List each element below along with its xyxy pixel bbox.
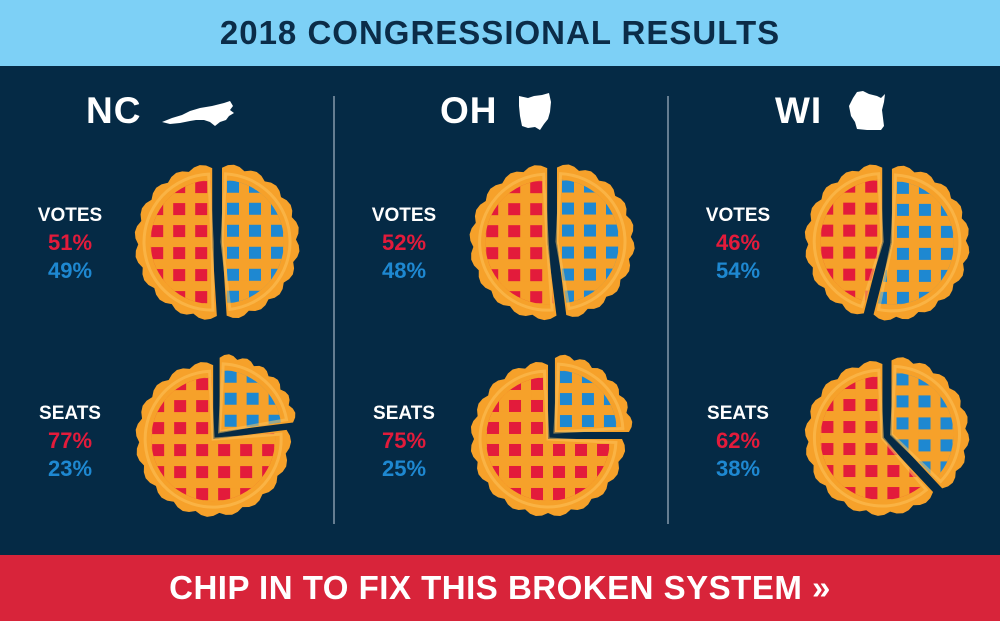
pie-wi-votes — [804, 164, 970, 321]
pie-wi-seats — [804, 357, 970, 516]
votes-blue-oh: 48% — [381, 258, 427, 283]
votes-red-wi: 46% — [715, 230, 761, 255]
header-banner: 2018 CONGRESSIONAL RESULTS — [0, 0, 1000, 66]
pie-slice-red-nc-votes — [134, 165, 217, 320]
pie-slice-blue-nc-seats — [218, 354, 296, 434]
seats-red-nc: 77% — [47, 428, 93, 453]
votes-label-wi: VOTES — [705, 205, 771, 226]
seats-red-oh: 75% — [381, 428, 427, 453]
state-name-wi: WI — [775, 90, 823, 131]
north-carolina-map-icon — [162, 101, 234, 126]
votes-label-oh: VOTES — [371, 205, 437, 226]
votes-red-nc: 51% — [47, 230, 93, 255]
pie-slice-red-wi-votes — [804, 164, 884, 315]
pie-slice-red-nc-seats — [135, 362, 292, 517]
seats-red-wi: 62% — [715, 428, 761, 453]
seats-label-oh: SEATS — [373, 403, 435, 424]
votes-label-nc: VOTES — [37, 205, 103, 226]
votes-red-oh: 52% — [381, 230, 427, 255]
chip-in-button[interactable]: CHIP IN TO FIX THIS BROKEN SYSTEM » — [0, 555, 1000, 621]
pie-oh-votes — [469, 164, 635, 321]
seats-label-wi: SEATS — [707, 403, 769, 424]
pie-slice-blue-wi-seats — [889, 357, 970, 489]
state-name-oh: OH — [440, 90, 498, 131]
pie-nc-votes — [134, 164, 300, 320]
pie-nc-seats — [135, 354, 296, 517]
chip-in-label: CHIP IN TO FIX THIS BROKEN SYSTEM » — [169, 569, 831, 606]
votes-blue-nc: 49% — [47, 258, 93, 283]
page-title: 2018 CONGRESSIONAL RESULTS — [219, 14, 781, 51]
seats-label-nc: SEATS — [39, 403, 101, 424]
column-divider — [667, 96, 669, 524]
ohio-map-icon — [519, 93, 551, 130]
pie-slice-red-oh-seats — [470, 361, 626, 517]
votes-blue-wi: 54% — [715, 258, 761, 283]
seats-blue-oh: 25% — [381, 456, 427, 481]
state-name-nc: NC — [86, 90, 142, 131]
pie-slice-blue-nc-votes — [220, 164, 300, 318]
column-divider — [333, 96, 335, 524]
seats-blue-nc: 23% — [47, 456, 93, 481]
pie-slice-red-oh-votes — [469, 165, 557, 321]
wisconsin-map-icon — [849, 91, 885, 130]
seats-blue-wi: 38% — [715, 456, 761, 481]
pie-slice-blue-oh-seats — [553, 354, 633, 434]
pie-slice-blue-oh-votes — [555, 164, 635, 317]
pie-oh-seats — [470, 354, 633, 517]
